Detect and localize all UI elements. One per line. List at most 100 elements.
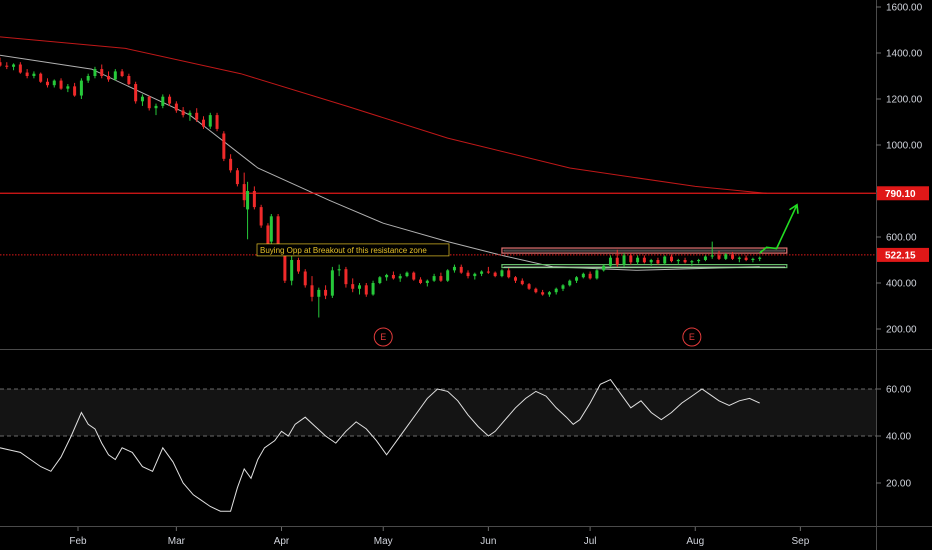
candle (45, 78, 49, 88)
candle-body (615, 257, 619, 265)
candle-body (201, 119, 205, 127)
candle-body (432, 276, 436, 281)
candle-body (446, 270, 450, 281)
candle-body (45, 81, 49, 86)
candle (201, 116, 205, 129)
event-marker-icon[interactable] (373, 327, 393, 347)
projection-arrow-line (759, 204, 798, 254)
candle-body (181, 110, 185, 116)
candle-body (371, 283, 375, 295)
candle-body (283, 253, 287, 281)
candle (32, 71, 36, 79)
moving-average-line (0, 36, 767, 194)
candle (432, 273, 436, 282)
candle (425, 279, 429, 287)
candle (66, 84, 70, 93)
candle (351, 278, 355, 293)
candle (446, 269, 450, 282)
candle (168, 94, 172, 106)
candle-body (588, 273, 592, 279)
candle-body (642, 257, 646, 263)
event-marker-icon[interactable] (682, 327, 702, 347)
candle (581, 272, 585, 279)
candle (378, 276, 382, 285)
candle (670, 254, 674, 263)
candle (595, 269, 599, 280)
candle (147, 95, 151, 111)
candle (588, 271, 592, 280)
candle (52, 79, 56, 88)
price-level-tag-label: 790.10 (885, 189, 916, 200)
candle (649, 258, 653, 266)
time-axis-tick-label: Jul (584, 536, 597, 547)
candle-body (385, 274, 389, 278)
candle (5, 62, 9, 70)
candle (235, 168, 239, 187)
candle (697, 258, 701, 264)
candle (690, 260, 694, 266)
candle (608, 255, 612, 267)
candle-body (66, 86, 70, 89)
candle (59, 78, 63, 90)
candle-body (120, 71, 124, 76)
candle (412, 271, 416, 281)
candle (310, 276, 314, 302)
candle-body (39, 73, 43, 82)
candle (391, 271, 395, 280)
candle-body (154, 105, 158, 109)
candle-body (480, 271, 484, 274)
candle (25, 69, 29, 79)
candle-body (18, 64, 22, 73)
candle-body (310, 285, 314, 297)
candle-body (649, 260, 653, 263)
candle (246, 181, 250, 240)
candle (385, 273, 389, 281)
candle (717, 250, 721, 260)
candle (514, 276, 518, 283)
candle (751, 257, 755, 263)
candle-body (493, 272, 497, 277)
candle-body (266, 225, 270, 244)
candle-body (419, 279, 423, 283)
candle-body (303, 271, 307, 286)
time-axis-tick-label: Apr (274, 536, 290, 547)
candle (439, 272, 443, 282)
price-axis-tick-label: 1000.00 (886, 141, 923, 152)
candle-body (242, 184, 246, 201)
price-level-tag: 522.15 (877, 247, 929, 262)
candle (500, 269, 504, 278)
candle (120, 69, 124, 78)
candle (252, 186, 256, 210)
candle-body (541, 292, 545, 295)
candle (629, 253, 633, 265)
candle (161, 94, 165, 109)
candle-body (452, 266, 456, 271)
candle-body (344, 269, 348, 285)
candle (398, 273, 402, 282)
candle (737, 256, 741, 263)
candle-body (507, 270, 511, 278)
candle (452, 264, 456, 273)
event-marker-label: E (689, 332, 695, 342)
candle-body (147, 96, 151, 109)
candle-body (222, 133, 226, 159)
candle-body (188, 112, 192, 116)
candle-body (520, 280, 524, 285)
time-axis-tick-label: May (374, 536, 393, 547)
candle (290, 255, 294, 286)
candle (215, 112, 219, 132)
rsi-axis-tick-label: 40.00 (886, 432, 911, 443)
candle-body (195, 112, 199, 120)
candle-body (527, 284, 531, 289)
candle-body (724, 254, 728, 259)
candle-body (290, 260, 294, 281)
candle-body (0, 62, 2, 66)
candle (405, 271, 409, 278)
candle (73, 82, 77, 97)
candle-body (252, 191, 256, 208)
candle (459, 264, 463, 274)
candle (547, 291, 551, 297)
time-axis-tick-label: Aug (686, 536, 704, 547)
candle (79, 78, 83, 99)
candle (683, 257, 687, 264)
